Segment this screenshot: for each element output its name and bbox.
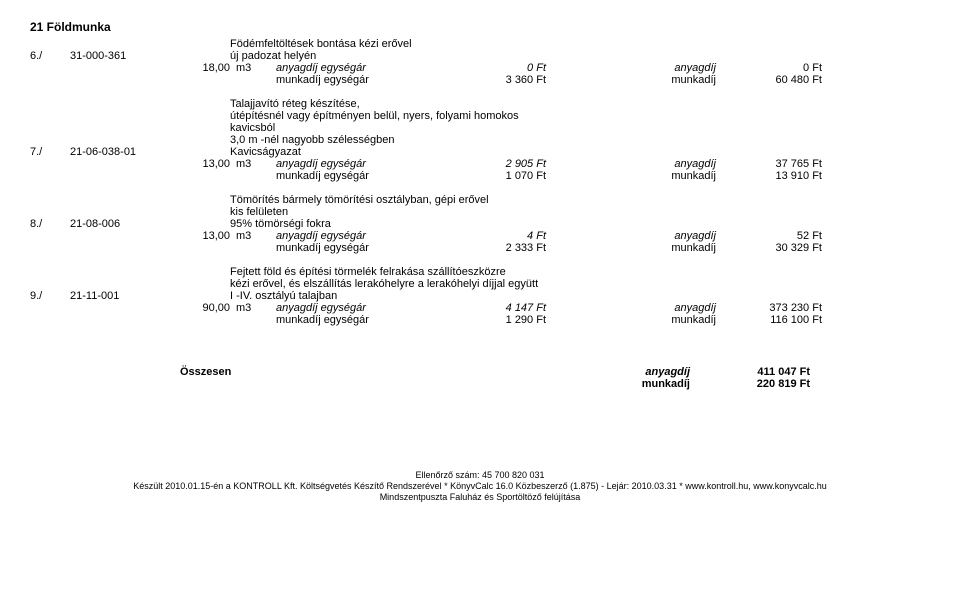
anyag-unit-label: anyagdíj egységár — [276, 302, 426, 314]
anyag-total: 373 230 Ft — [722, 302, 822, 314]
anyag-label: anyagdíj — [546, 302, 722, 314]
cost-item: Födémfeltöltések bontása kézi erővel6./3… — [30, 38, 930, 86]
munka-unit-price: 1 070 Ft — [426, 170, 546, 182]
munka-total: 30 329 Ft — [722, 242, 822, 254]
item-description-line: Kavicságyazat — [230, 146, 930, 158]
munka-unit-label: munkadíj egységár — [276, 314, 426, 326]
summary-munka-label: munkadíj — [280, 378, 690, 390]
munka-label: munkadíj — [546, 74, 722, 86]
item-code: 31-000-361 — [70, 50, 230, 62]
item-code: 21-11-001 — [70, 290, 230, 302]
item-unit: m3 — [236, 158, 276, 170]
anyag-total: 37 765 Ft — [722, 158, 822, 170]
item-description-line: Tömörítés bármely tömörítési osztályban,… — [230, 194, 930, 206]
munka-unit-price: 2 333 Ft — [426, 242, 546, 254]
anyag-unit-price: 4 147 Ft — [426, 302, 546, 314]
item-unit: m3 — [236, 302, 276, 314]
item-description-line: I -IV. osztályú talajban — [230, 290, 930, 302]
munka-label: munkadíj — [546, 314, 722, 326]
footer-check-number: Ellenőrző szám: 45 700 820 031 — [30, 470, 930, 480]
anyag-unit-price: 2 905 Ft — [426, 158, 546, 170]
item-description-line: kézi erővel, és elszállítás lerakóhelyre… — [230, 278, 930, 290]
cost-item: Tömörítés bármely tömörítési osztályban,… — [30, 194, 930, 254]
anyag-unit-label: anyagdíj egységár — [276, 62, 426, 74]
item-description-line: kis felületen — [230, 206, 930, 218]
munka-label: munkadíj — [546, 242, 722, 254]
munka-total: 60 480 Ft — [722, 74, 822, 86]
summary-anyag-label: anyagdíj — [280, 366, 690, 378]
item-number: 9./ — [30, 290, 70, 302]
munka-unit-label: munkadíj egységár — [276, 242, 426, 254]
item-description-line: Fejtett föld és építési törmelék felraká… — [230, 266, 930, 278]
munka-unit-label: munkadíj egységár — [276, 74, 426, 86]
item-qty: 13,00 — [30, 158, 236, 170]
item-qty: 13,00 — [30, 230, 236, 242]
item-qty: 90,00 — [30, 302, 236, 314]
footer: Ellenőrző szám: 45 700 820 031 Készült 2… — [30, 470, 930, 502]
section-title: 21 Földmunka — [30, 20, 930, 34]
item-description-line: 95% tömörségi fokra — [230, 218, 930, 230]
item-number: 7./ — [30, 146, 70, 158]
summary-munka-total: 220 819 Ft — [690, 378, 810, 390]
summary-block: Összesen anyagdíj 411 047 Ft munkadíj 22… — [180, 366, 930, 390]
item-description-line: kavicsból — [230, 122, 930, 134]
footer-project-name: Mindszentpuszta Faluház és Sportöltöző f… — [30, 492, 930, 502]
anyag-total: 0 Ft — [722, 62, 822, 74]
anyag-unit-label: anyagdíj egységár — [276, 230, 426, 242]
item-number: 8./ — [30, 218, 70, 230]
footer-software-info: Készült 2010.01.15-én a KONTROLL Kft. Kö… — [30, 481, 930, 491]
anyag-unit-label: anyagdíj egységár — [276, 158, 426, 170]
anyag-total: 52 Ft — [722, 230, 822, 242]
munka-unit-price: 1 290 Ft — [426, 314, 546, 326]
item-description-line: Talajjavító réteg készítése, — [230, 98, 930, 110]
item-qty: 18,00 — [30, 62, 236, 74]
munka-unit-label: munkadíj egységár — [276, 170, 426, 182]
summary-anyag-total: 411 047 Ft — [690, 366, 810, 378]
item-description-line: útépítésnél vagy építményen belül, nyers… — [230, 110, 930, 122]
anyag-unit-price: 4 Ft — [426, 230, 546, 242]
summary-title: Összesen — [180, 366, 280, 378]
munka-unit-price: 3 360 Ft — [426, 74, 546, 86]
anyag-unit-price: 0 Ft — [426, 62, 546, 74]
item-code: 21-08-006 — [70, 218, 230, 230]
munka-total: 13 910 Ft — [722, 170, 822, 182]
munka-label: munkadíj — [546, 170, 722, 182]
munka-total: 116 100 Ft — [722, 314, 822, 326]
cost-item: Fejtett föld és építési törmelék felraká… — [30, 266, 930, 326]
item-unit: m3 — [236, 230, 276, 242]
item-description-line: 3,0 m -nél nagyobb szélességben — [230, 134, 930, 146]
item-code: 21-06-038-01 — [70, 146, 230, 158]
cost-item: Talajjavító réteg készítése,útépítésnél … — [30, 98, 930, 182]
item-unit: m3 — [236, 62, 276, 74]
item-number: 6./ — [30, 50, 70, 62]
anyag-label: anyagdíj — [546, 62, 722, 74]
item-description-line: új padozat helyén — [230, 50, 930, 62]
item-description-line: Födémfeltöltések bontása kézi erővel — [230, 38, 930, 50]
anyag-label: anyagdíj — [546, 230, 722, 242]
anyag-label: anyagdíj — [546, 158, 722, 170]
